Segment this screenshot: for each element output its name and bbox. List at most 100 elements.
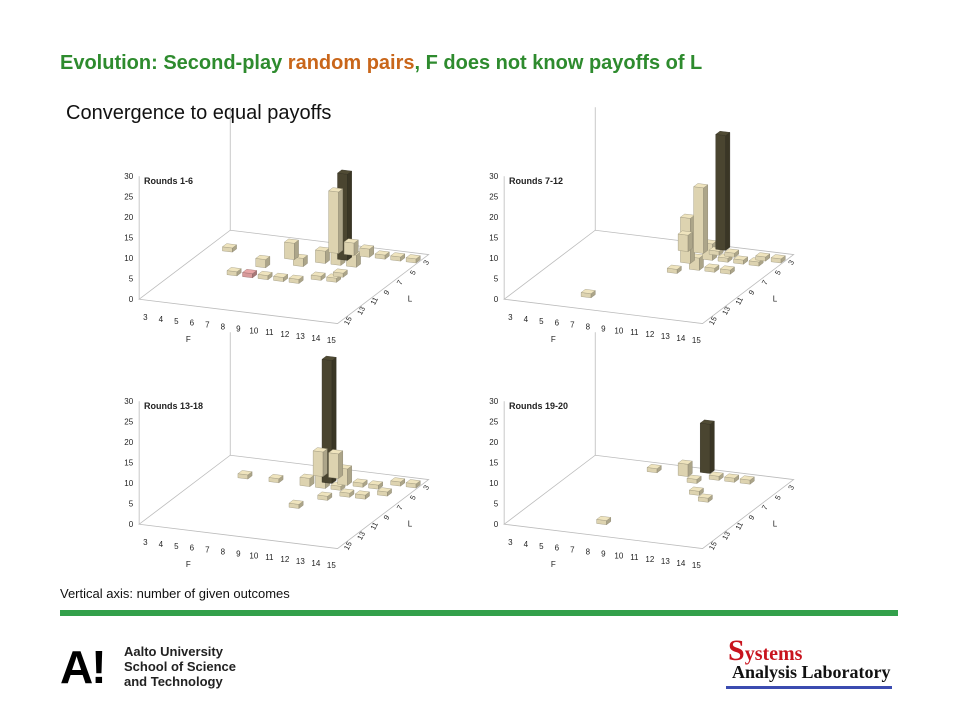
z-tick-label: 25 [124,193,133,202]
x-tick-label: 6 [555,544,560,553]
z-tick-label: 20 [489,438,498,447]
aalto-line-1: Aalto University [124,644,223,659]
x-axis-label: F [186,335,191,344]
bar [724,248,740,258]
x-tick-label: 6 [190,319,195,328]
y-tick-label: 7 [760,504,770,512]
sal-line-1: Systems [728,634,802,668]
title-highlight: random pairs [287,52,415,74]
z-tick-label: 0 [494,295,499,304]
bar [715,130,731,251]
x-tick-label: 9 [236,549,241,558]
y-tick-label: 3 [786,259,796,267]
footnote: Vertical axis: number of given outcomes [60,586,290,601]
divider-rule [60,610,898,616]
y-tick-label: 9 [747,514,757,522]
bar [693,183,709,254]
x-tick-label: 14 [311,334,320,343]
bar [686,474,702,484]
y-tick-label: 11 [368,295,380,306]
y-tick-label: 13 [355,305,367,317]
z-tick-label: 30 [124,172,133,181]
bar [677,230,693,253]
y-tick-label: 9 [382,289,392,297]
x-tick-label: 7 [570,321,575,330]
bar [699,419,715,474]
bar [646,464,662,474]
x-tick-label: 3 [143,313,148,322]
x-tick-label: 15 [692,561,701,570]
x-tick-label: 5 [539,317,544,326]
x-tick-label: 4 [524,540,529,549]
y-axis-label: L [773,520,778,529]
sal-line-2: Analysis Laboratory [732,662,891,682]
x-tick-label: 7 [205,321,210,330]
y-tick-label: 11 [368,520,380,531]
y-tick-label: 7 [760,279,770,287]
bar [328,449,344,479]
z-tick-label: 25 [124,418,133,427]
sal-word-1: ystems [744,643,803,665]
x-tick-label: 5 [539,542,544,551]
x-tick-label: 13 [661,332,670,341]
z-tick-label: 5 [494,275,499,284]
x-tick-label: 13 [296,557,305,566]
chart-title: Rounds 13-18 [144,401,203,411]
bar [288,499,304,509]
bar [288,274,304,284]
y-tick-label: 11 [733,295,745,306]
y-tick-label: 5 [773,494,783,502]
x-tick-label: 10 [614,326,623,335]
x-tick-label: 14 [311,559,320,568]
x-tick-label: 9 [601,549,606,558]
y-tick-label: 13 [720,305,732,317]
title-part-1: Evolution: Second-play [60,52,288,74]
bar [596,515,612,526]
y-tick-label: 3 [421,484,431,492]
z-tick-label: 10 [489,479,498,488]
x-tick-label: 13 [661,557,670,566]
y-tick-label: 3 [421,259,431,267]
y-tick-label: 9 [382,514,392,522]
bar [376,487,393,497]
bar [708,471,724,481]
bar [237,470,253,480]
x-tick-label: 4 [159,315,164,324]
aalto-mark: A! [60,641,107,693]
bar [677,459,693,478]
bar [697,493,713,503]
y-tick-label: 3 [786,484,796,492]
bar [314,246,331,264]
x-tick-label: 12 [645,330,654,339]
z-tick-label: 5 [129,500,134,509]
aalto-logo: A! Aalto University School of Science an… [60,640,260,690]
z-tick-label: 0 [494,520,499,529]
x-axis-label: F [551,560,556,569]
bar [299,473,315,488]
bar [242,269,258,279]
z-tick-label: 30 [489,172,498,181]
x-tick-label: 3 [143,538,148,547]
y-tick-label: 7 [395,279,405,287]
z-tick-label: 25 [489,418,498,427]
bar [405,254,421,264]
y-tick-label: 5 [408,269,418,277]
y-tick-label: 9 [747,289,757,297]
bar [580,289,596,299]
bar [317,491,333,501]
bar [719,265,735,275]
x-tick-label: 15 [692,336,701,345]
z-tick-label: 15 [124,459,133,468]
x-tick-label: 6 [190,544,195,553]
bar [390,477,406,487]
chart-title: Rounds 19-20 [509,401,568,411]
chart-title: Rounds 7-12 [509,176,563,186]
x-tick-label: 11 [630,328,639,337]
slide-subtitle: Convergence to equal payoffs [66,102,332,124]
x-tick-label: 10 [249,326,258,335]
z-tick-label: 0 [129,295,134,304]
x-tick-label: 8 [221,548,226,557]
z-tick-label: 30 [124,397,133,406]
